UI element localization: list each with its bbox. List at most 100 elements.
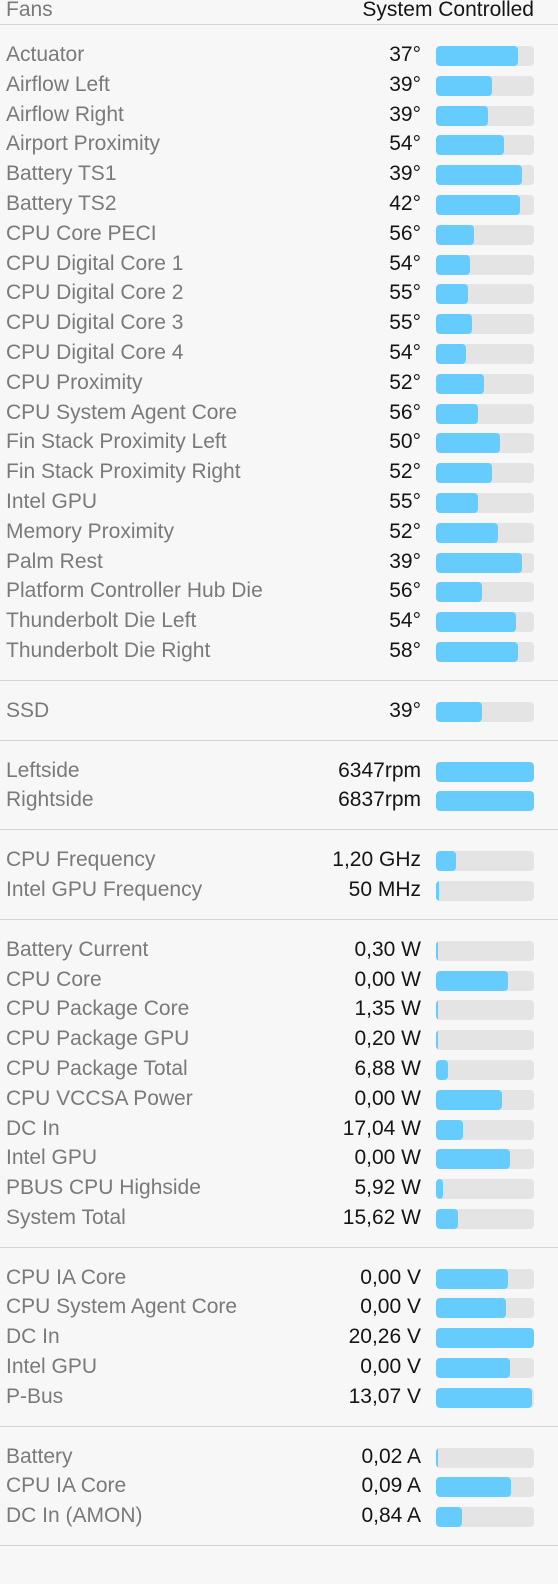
level-bar [436,582,534,603]
sensor-row[interactable]: Intel GPU Frequency 50 MHz [0,875,558,905]
level-bar-fill [436,343,467,364]
level-bar [436,105,534,126]
sensor-row[interactable]: CPU Digital Core 4 54° [0,338,558,368]
level-bar [436,1179,534,1200]
sensor-row[interactable]: Palm Rest 39° [0,547,558,577]
sensor-row[interactable]: Intel GPU 0,00 W [0,1143,558,1173]
sensor-row[interactable]: Battery TS2 42° [0,189,558,219]
sensor-row[interactable]: PBUS CPU Highside 5,92 W [0,1173,558,1203]
level-bar [436,1477,534,1498]
level-bar [436,851,534,872]
sensor-row[interactable]: CPU Frequency 1,20 GHz [0,845,558,875]
sensor-value: 39° [389,549,421,573]
sensor-row[interactable]: Fin Stack Proximity Left 50° [0,427,558,457]
level-bar [436,1298,534,1319]
level-bar [436,1507,534,1528]
level-bar-fill [436,463,492,484]
sensor-row[interactable]: CPU IA Core 0,09 A [0,1471,558,1501]
level-bar [436,1119,534,1140]
sensor-row[interactable]: CPU System Agent Core 56° [0,398,558,428]
level-bar-fill [436,582,483,603]
sensor-label: Intel GPU [6,489,98,513]
level-bar-fill [436,194,521,215]
divider [0,679,558,681]
sensor-row[interactable]: CPU IA Core 0,00 V [0,1263,558,1293]
sensor-row[interactable]: Battery TS1 39° [0,159,558,189]
section-voltages: CPU IA Core 0,00 V CPU System Agent Core 0,… [0,1248,558,1426]
level-bar [436,1059,534,1080]
level-bar [436,373,534,394]
fan-mode-selector[interactable]: System Controlled [362,0,534,21]
sensor-value: 6,88 W [354,1056,421,1080]
level-bar [436,1387,534,1408]
sensor-row[interactable]: Airflow Right 39° [0,100,558,130]
sensor-row[interactable]: Memory Proximity 52° [0,517,558,547]
sensor-value: 1,20 GHz [332,848,421,872]
sensor-row[interactable]: CPU System Agent Core 0,00 V [0,1292,558,1322]
sensor-label: System Total [6,1205,126,1229]
level-bar-fill [436,1149,510,1170]
sensor-row[interactable]: CPU Package Core 1,35 W [0,994,558,1024]
sensor-value: 0,00 W [354,1146,421,1170]
sensor-row[interactable]: Rightside 6837rpm [0,785,558,815]
sensor-row[interactable]: Intel GPU 0,00 V [0,1352,558,1382]
level-bar-fill [436,880,439,901]
sensor-row[interactable]: Fin Stack Proximity Right 52° [0,457,558,487]
sensor-row[interactable]: Actuator 37° [0,40,558,70]
sensor-row[interactable]: SSD 39° [0,696,558,726]
level-bar [436,1089,534,1110]
sensor-row[interactable]: System Total 15,62 W [0,1203,558,1233]
sensor-row[interactable]: Intel GPU 55° [0,487,558,517]
sensor-row[interactable]: Thunderbolt Die Right 58° [0,636,558,666]
fans-label: Fans [6,0,53,21]
sensor-row[interactable]: Airflow Left 39° [0,70,558,100]
divider [0,918,558,920]
sensor-row[interactable]: P-Bus 13,07 V [0,1382,558,1412]
sensor-row[interactable]: Airport Proximity 54° [0,129,558,159]
level-bar-fill [436,433,500,454]
level-bar [436,1358,534,1379]
level-bar-fill [436,1477,512,1498]
level-bar [436,641,534,662]
level-bar-fill [436,761,534,782]
sensor-value: 56° [389,579,421,603]
sensor-row[interactable]: CPU Core 0,00 W [0,965,558,995]
level-bar-fill [436,403,479,424]
level-bar [436,1268,534,1289]
sensor-label: Actuator [6,43,85,66]
sensor-row[interactable]: DC In 20,26 V [0,1322,558,1352]
divider [0,1246,558,1248]
level-bar-fill [436,224,475,245]
sensor-row[interactable]: CPU Core PECI 56° [0,219,558,249]
sensor-row[interactable]: Thunderbolt Die Left 54° [0,606,558,636]
level-bar-fill [436,1179,443,1200]
sensor-value: 52° [389,519,421,543]
sensor-label: Battery TS1 [6,162,117,186]
level-bar-fill [436,701,483,722]
sensor-row[interactable]: Platform Controller Hub Die 56° [0,576,558,606]
sensor-value: 58° [389,638,421,662]
sensor-row[interactable]: Battery 0,02 A [0,1442,558,1472]
sensor-row[interactable]: Leftside 6347rpm [0,756,558,786]
sensor-value: 5,92 W [354,1176,421,1200]
sensor-value: 50 MHz [348,877,421,901]
sensor-row[interactable]: CPU Digital Core 3 55° [0,308,558,338]
sensor-row[interactable]: DC In 17,04 W [0,1114,558,1144]
sensor-row[interactable]: CPU VCCSA Power 0,00 W [0,1084,558,1114]
sensor-row[interactable]: CPU Package Total 6,88 W [0,1054,558,1084]
sensor-row[interactable]: DC In (AMON) 0,84 A [0,1501,558,1531]
sensor-value: 39° [389,698,421,722]
sensor-label: Battery TS2 [6,191,117,215]
sensor-label: CPU Package Total [6,1056,188,1080]
level-bar [436,761,534,782]
level-bar [436,284,534,305]
sensor-row[interactable]: CPU Proximity 52° [0,368,558,398]
sensor-row[interactable]: CPU Digital Core 1 54° [0,249,558,279]
sensor-row[interactable]: CPU Package GPU 0,20 W [0,1024,558,1054]
sensor-value: 37° [389,43,421,66]
sensor-row[interactable]: Battery Current 0,30 W [0,935,558,965]
level-bar [436,46,534,66]
section-frequencies: CPU Frequency 1,20 GHz Intel GPU Frequency… [0,830,558,919]
sensor-row[interactable]: CPU Digital Core 2 55° [0,278,558,308]
level-bar [436,254,534,275]
